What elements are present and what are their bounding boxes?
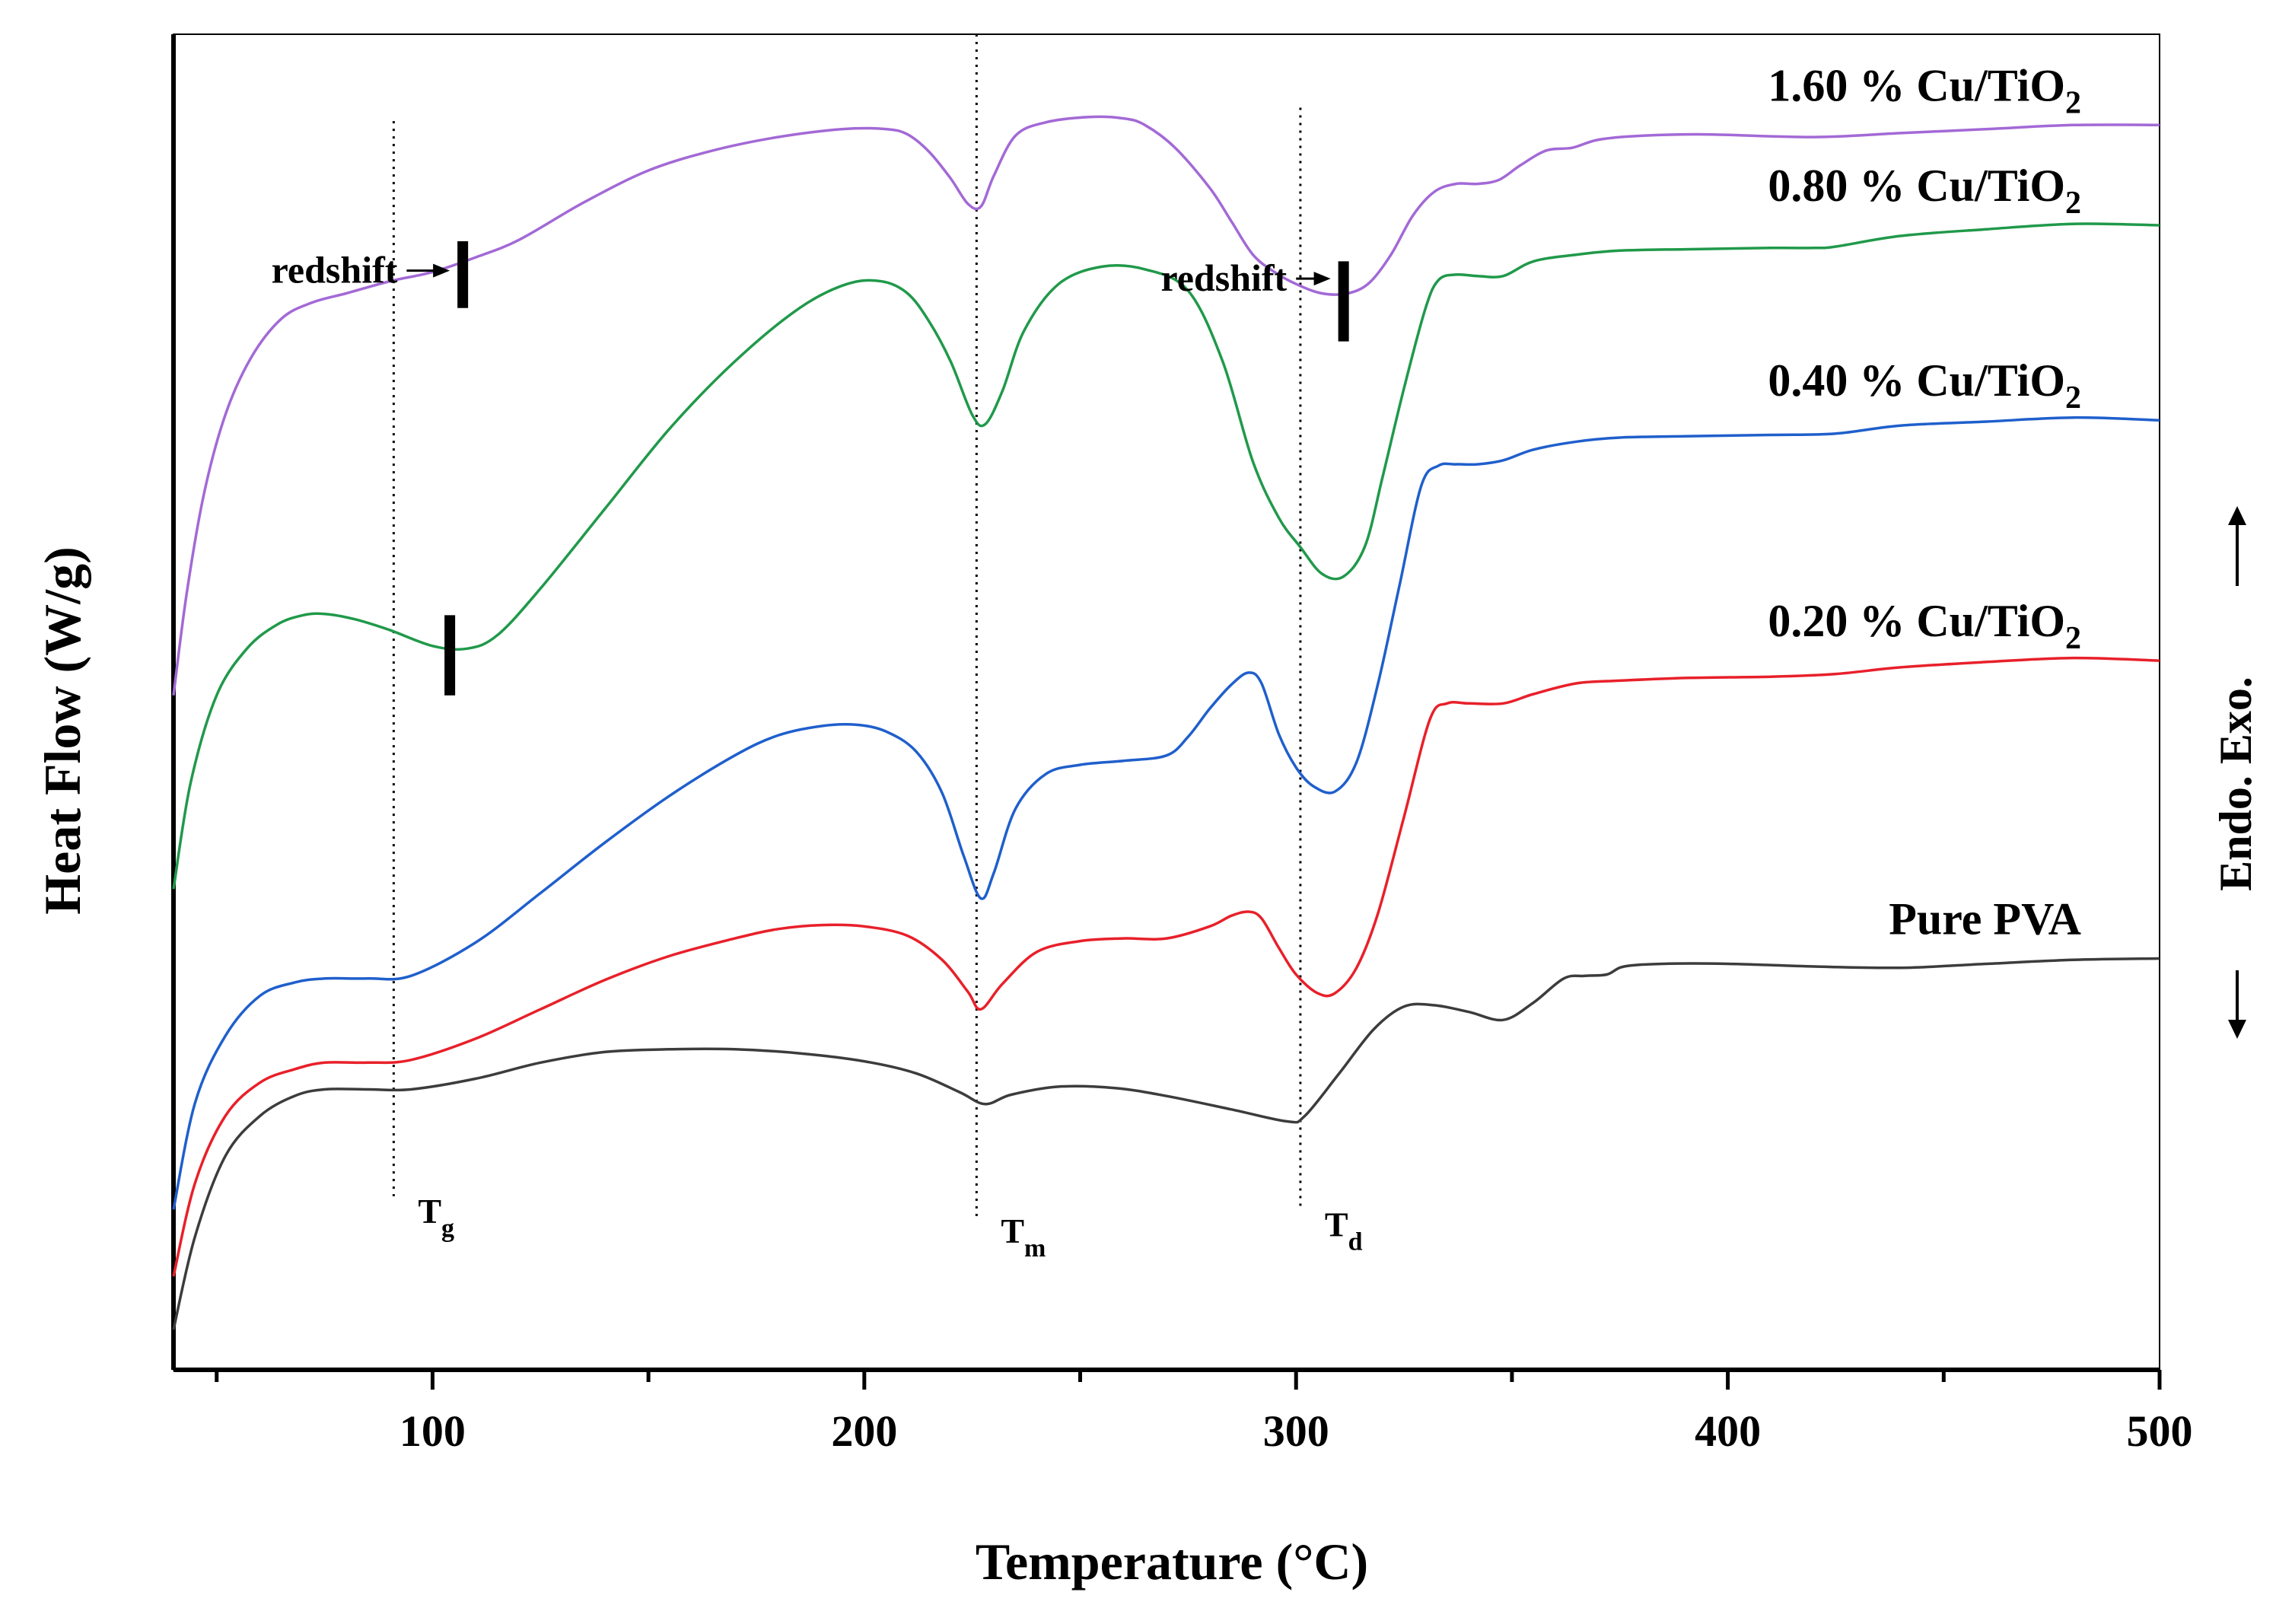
series-line-2 [172, 416, 2160, 1210]
endo-exo-label: Endo. Exo. [2211, 677, 2261, 891]
annotation-text-1: redshift [1160, 256, 1287, 299]
endo-exo-indicator: Endo. Exo. [2211, 506, 2261, 1039]
series-layer [172, 115, 2160, 1330]
transition-subscript: d [1348, 1228, 1363, 1256]
x-axis-ticks: 100 200 300 400 500 [215, 1370, 2193, 1456]
plot-border [173, 33, 2160, 1371]
x-tick-label: 400 [1695, 1406, 1761, 1456]
transition-label-d: Td [1325, 1205, 1363, 1256]
series-labels: Pure PVA 0.20 % Cu/TiO2 0.40 % Cu/TiO2 0.80… [1768, 60, 2081, 944]
right-arrow-icon [1313, 272, 1331, 286]
series-label-3: 0.80 % Cu/TiO2 [1768, 161, 2081, 221]
y-axis-title: Heat Flow (W/g) [33, 546, 91, 914]
transition-label-m: Tm [1001, 1212, 1046, 1263]
shift-markers [444, 241, 1349, 696]
series-line-3 [172, 222, 2160, 890]
transition-guides: Tg Tm Td [392, 34, 1363, 1263]
x-tick-label: 300 [1263, 1406, 1329, 1456]
series-label-4: 1.60 % Cu/TiO2 [1768, 60, 2081, 120]
x-axis-title: Temperature (°C) [976, 1533, 1368, 1591]
series-label-subscript: 2 [2065, 381, 2081, 416]
series-line-1 [172, 656, 2160, 1277]
series-label-1: 0.20 % Cu/TiO2 [1768, 596, 2081, 656]
series-label-0: Pure PVA [1889, 893, 2081, 944]
series-line-0 [172, 957, 2160, 1330]
series-label-subscript: 2 [2065, 85, 2081, 120]
annotation-text-0: redshift [272, 249, 398, 291]
series-label-2: 0.40 % Cu/TiO2 [1768, 355, 2081, 416]
series-label-subscript: 2 [2065, 621, 2081, 656]
x-tick-label: 500 [2127, 1406, 2193, 1456]
transition-label-g: Tg [418, 1192, 454, 1243]
x-tick-label: 100 [399, 1406, 466, 1456]
annotations: redshift redshift [272, 249, 1331, 299]
up-arrow-icon [2228, 506, 2246, 525]
transition-subscript: g [441, 1215, 454, 1243]
series-line-4 [172, 115, 2160, 696]
right-arrow-icon [433, 263, 450, 278]
x-tick-label: 200 [831, 1406, 897, 1456]
down-arrow-icon [2228, 1020, 2246, 1039]
plot-frame [171, 33, 2160, 1372]
series-label-subscript: 2 [2065, 186, 2081, 221]
transition-subscript: m [1024, 1234, 1046, 1263]
